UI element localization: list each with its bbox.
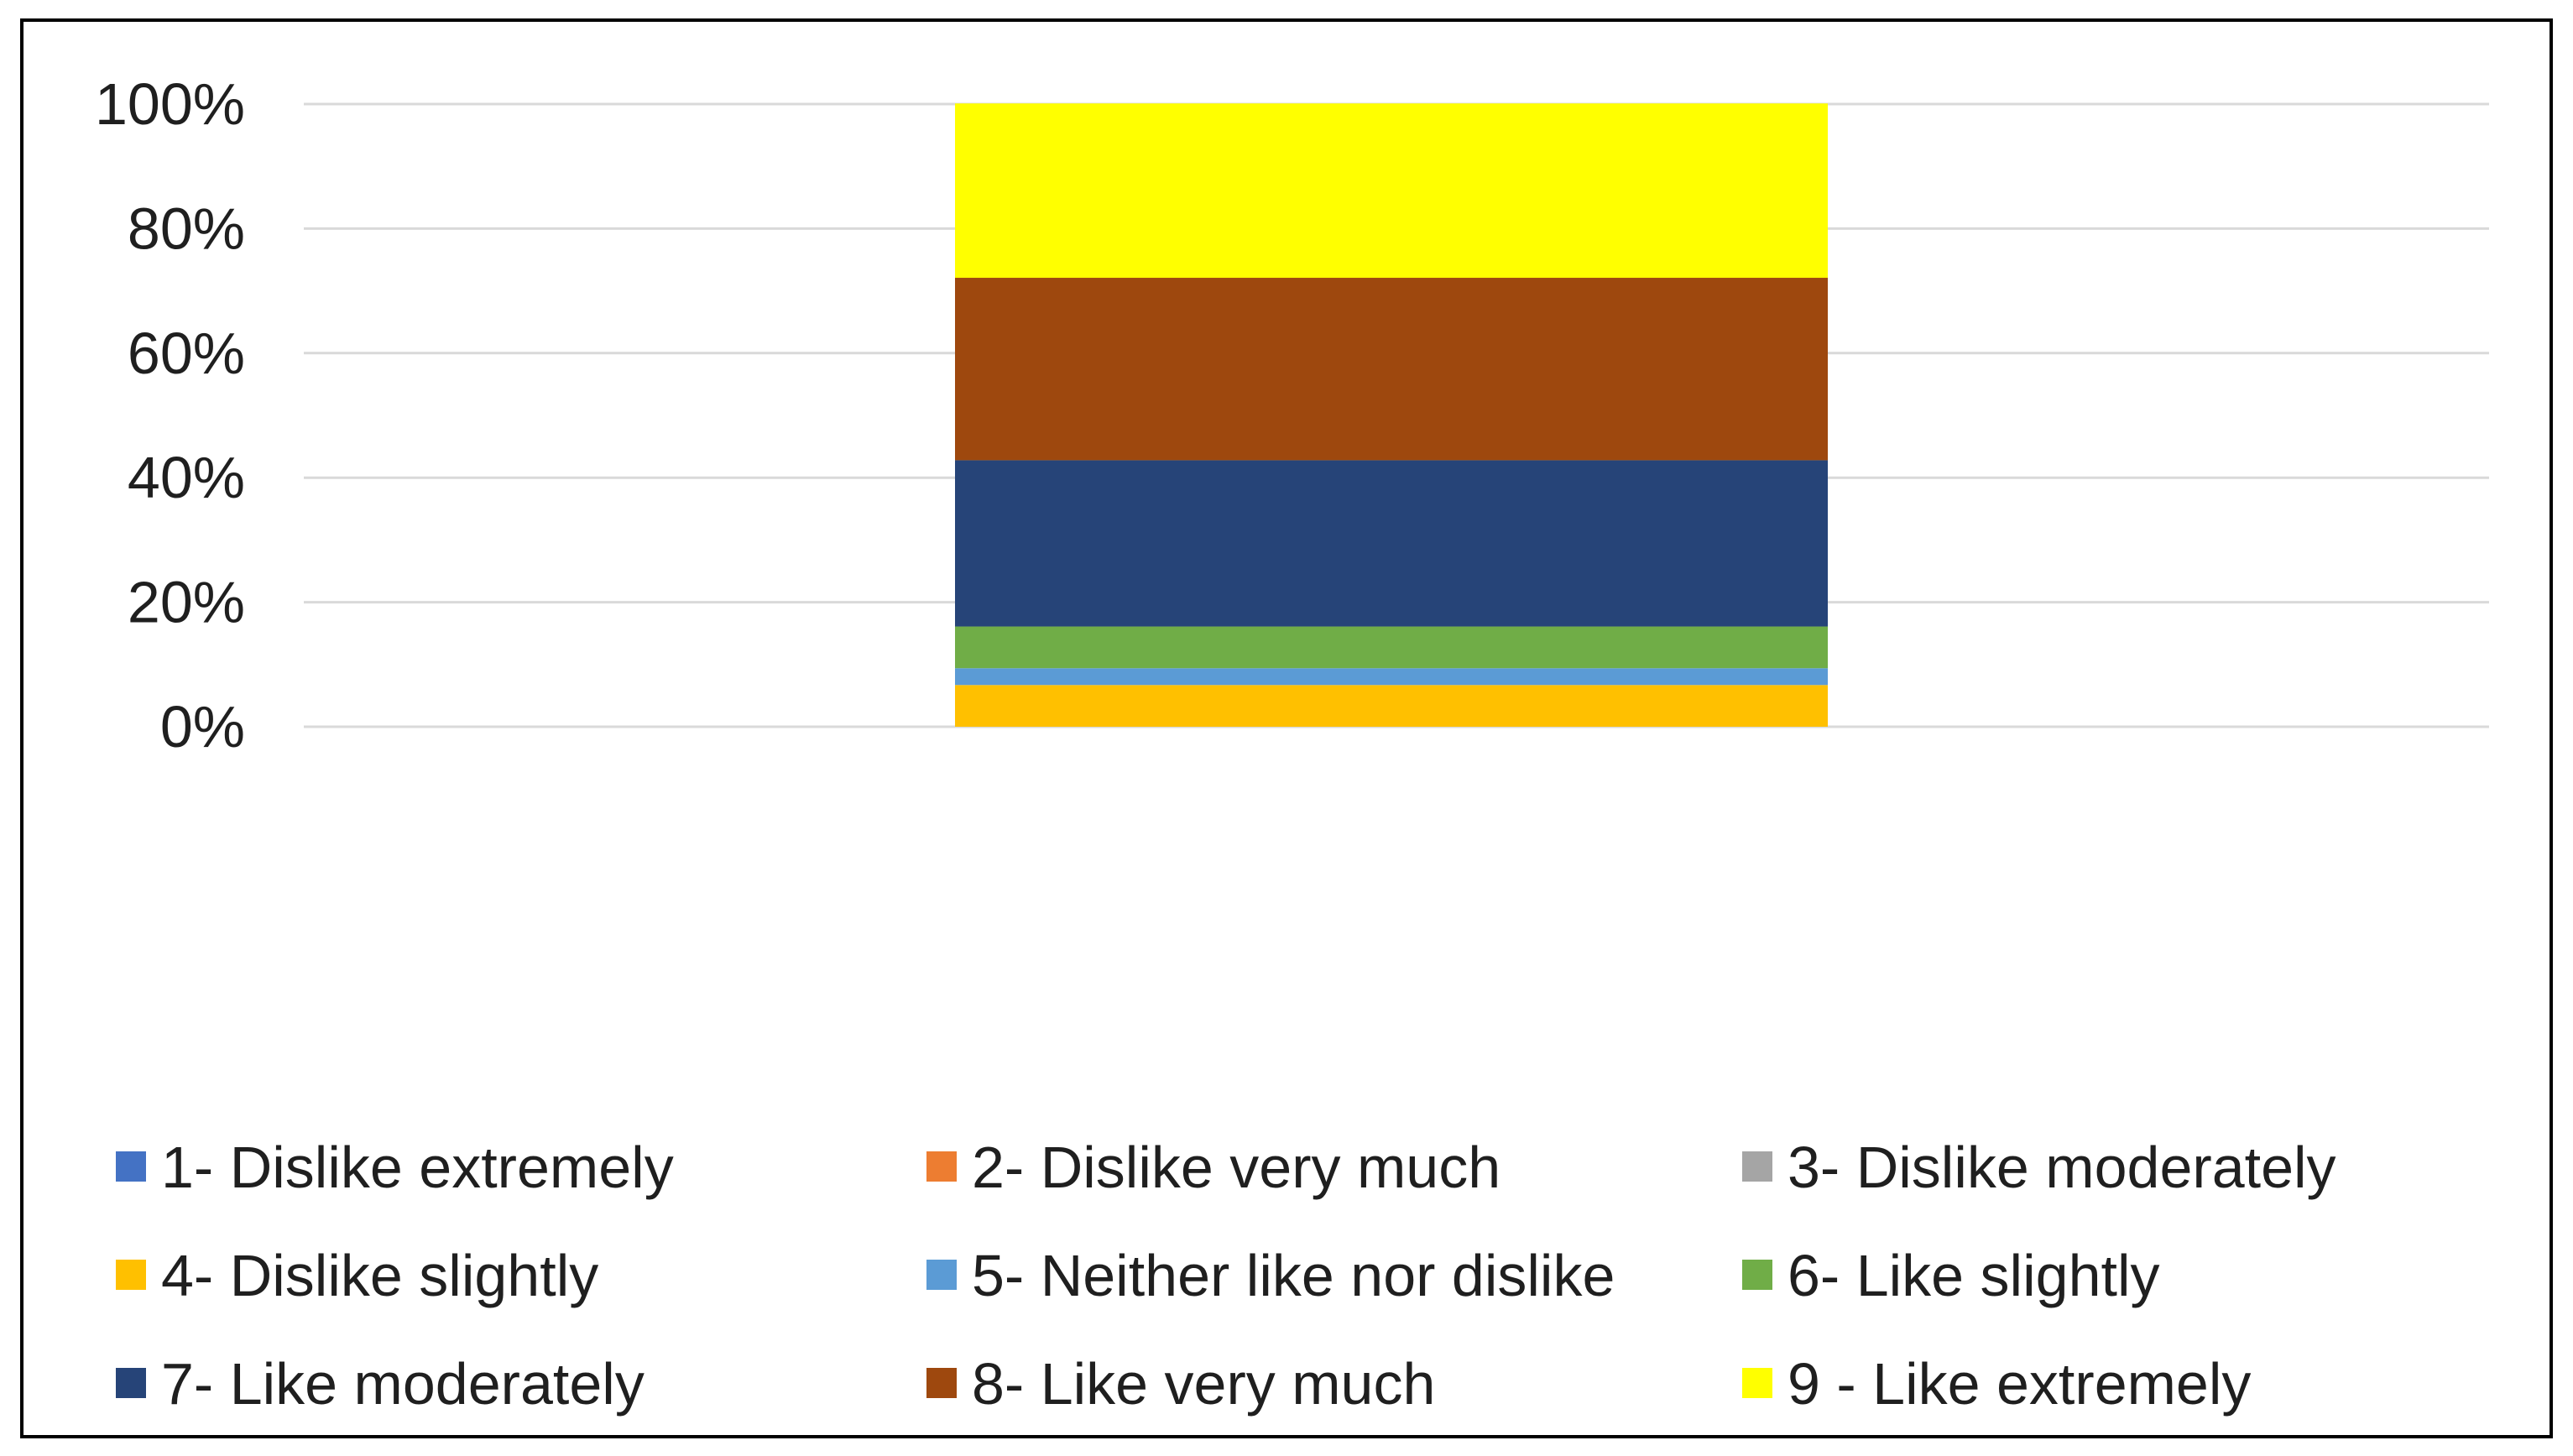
bar-segment-6: [955, 626, 1828, 669]
bar-segment-9: [955, 103, 1828, 279]
legend-swatch: [116, 1368, 146, 1398]
y-axis-tick-labels: 0% 20% 40% 60% 80% 100%: [95, 71, 245, 759]
y-tick-label: 80%: [128, 196, 245, 261]
legend-swatch: [116, 1151, 146, 1182]
legend-item-3: 3- Dislike moderately: [1742, 1135, 2336, 1200]
legend-label: 4- Dislike slightly: [161, 1243, 598, 1308]
bar-segment-7: [955, 460, 1828, 627]
legend-label: 2- Dislike very much: [972, 1135, 1500, 1200]
legend-item-5: 5- Neither like nor dislike: [926, 1243, 1615, 1308]
legend-item-8: 8- Like very much: [926, 1351, 1435, 1417]
y-tick-label: 20%: [128, 570, 245, 635]
y-tick-label: 40%: [128, 445, 245, 510]
chart-frame: 0% 20% 40% 60% 80% 100% 1- Dislike extremely 2…: [20, 18, 2553, 1438]
legend-swatch: [116, 1260, 146, 1290]
y-tick-label: 60%: [128, 321, 245, 386]
legend-label: 6- Like slightly: [1788, 1243, 2160, 1308]
legend-item-2: 2- Dislike very much: [926, 1135, 1500, 1200]
legend-label: 7- Like moderately: [161, 1351, 645, 1417]
y-tick-label: 100%: [95, 71, 245, 137]
bar-segment-5: [955, 668, 1828, 686]
legend-label: 3- Dislike moderately: [1788, 1135, 2336, 1200]
y-tick-label: 0%: [160, 694, 245, 759]
legend-swatch: [926, 1260, 957, 1290]
legend-label: 8- Like very much: [972, 1351, 1435, 1417]
legend: 1- Dislike extremely 2- Dislike very much…: [116, 1135, 2336, 1417]
bar-segment-8: [955, 278, 1828, 461]
legend-swatch: [926, 1151, 957, 1182]
stacked-bar-chart: 0% 20% 40% 60% 80% 100% 1- Dislike extremely 2…: [95, 71, 2489, 1417]
legend-swatch: [1742, 1368, 1772, 1398]
legend-item-9: 9 - Like extremely: [1742, 1351, 2251, 1417]
legend-item-4: 4- Dislike slightly: [116, 1243, 598, 1308]
legend-label: 1- Dislike extremely: [161, 1135, 674, 1200]
legend-swatch: [926, 1368, 957, 1398]
legend-swatch: [1742, 1260, 1772, 1290]
legend-label: 5- Neither like nor dislike: [972, 1243, 1615, 1308]
legend-item-6: 6- Like slightly: [1742, 1243, 2160, 1308]
legend-item-7: 7- Like moderately: [116, 1351, 645, 1417]
bar-segment-4: [955, 685, 1828, 727]
stacked-bar: [955, 103, 1828, 727]
legend-swatch: [1742, 1151, 1772, 1182]
legend-item-1: 1- Dislike extremely: [116, 1135, 674, 1200]
legend-label: 9 - Like extremely: [1788, 1351, 2251, 1417]
